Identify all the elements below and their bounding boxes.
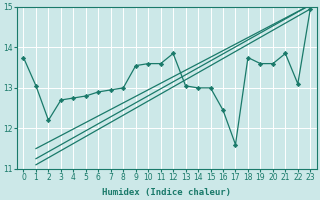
X-axis label: Humidex (Indice chaleur): Humidex (Indice chaleur) xyxy=(102,188,231,197)
